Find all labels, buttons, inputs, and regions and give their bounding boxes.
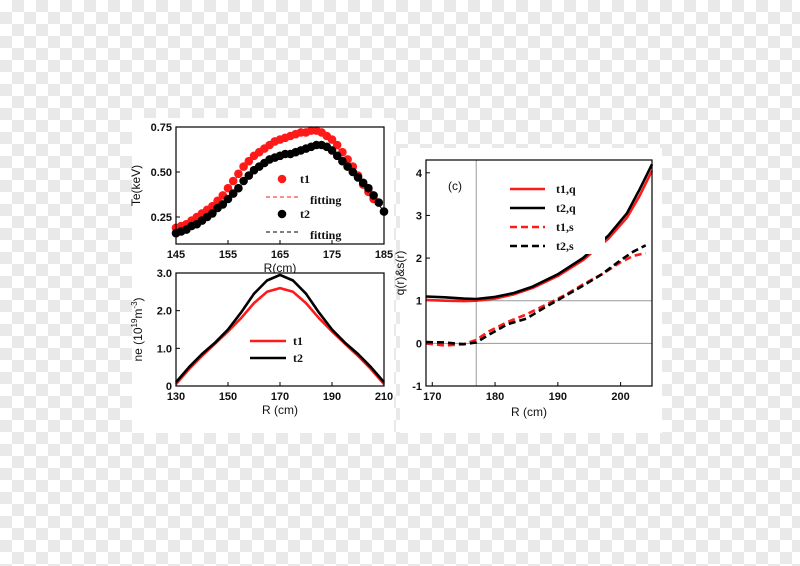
legend-label: t2 [293, 351, 303, 365]
x-tick-label: 165 [271, 249, 289, 261]
y-axis-label: ne (1019m-3) [130, 297, 145, 361]
x-axis-label: R (cm) [511, 405, 547, 419]
x-tick-label: 150 [219, 391, 237, 403]
x-tick-label: 185 [375, 249, 393, 261]
data-point [239, 176, 248, 186]
y-tick-label: 1.0 [157, 343, 172, 355]
axes-frame [175, 126, 385, 245]
x-tick-label: 210 [375, 391, 393, 403]
panel-label: (c) [448, 179, 462, 193]
data-point [208, 209, 217, 218]
x-tick-label: 180 [486, 391, 504, 403]
data-point [234, 183, 243, 193]
data-point [228, 189, 238, 198]
data-point [234, 169, 243, 179]
axes-frame [175, 272, 385, 387]
series-line-t2-s [425, 244, 647, 346]
y-tick-label: 0.25 [151, 212, 172, 224]
legend-label: fitting [310, 193, 341, 207]
y-axis-label: q(r)&s(r) [393, 251, 407, 296]
te-chart: 145 155 165 175 1850.250.500.75t1fittingt2fi… [129, 122, 393, 275]
x-tick-label: 200 [611, 391, 629, 403]
y-tick-label: 0.75 [151, 122, 172, 134]
y-axis-label-part: ne (10 [131, 327, 145, 361]
data-point [332, 140, 342, 150]
data-point [218, 200, 228, 209]
data-point [343, 162, 352, 171]
legend-label: t1 [300, 172, 310, 186]
data-point [244, 156, 254, 166]
series-line-t1-s [425, 251, 646, 347]
legend-label: t2,s [556, 239, 574, 253]
y-tick-label: 2 [416, 253, 422, 265]
y-tick-label: 1 [416, 296, 422, 308]
data-point [348, 167, 358, 177]
y-axis-label-part: m [131, 309, 145, 319]
data-point [358, 178, 368, 188]
y-tick-label: 2.0 [157, 306, 172, 318]
qs-chart: 170 180 190 200 -1 0 1 2 3 4 (c) t1,q t2,q t1,s t2,s R … [393, 159, 654, 419]
legend-label: t1 [293, 334, 303, 348]
data-point [374, 198, 384, 207]
data-point [223, 194, 233, 204]
data-point [228, 176, 238, 186]
data-point [369, 191, 378, 200]
y-tick-label: 3.0 [157, 268, 172, 280]
y-tick-label: 0 [166, 381, 172, 393]
legend-label: fitting [310, 228, 341, 242]
y-tick-label: 0.50 [151, 167, 172, 179]
series-line-t2 [175, 273, 385, 384]
x-tick-label: 130 [167, 391, 185, 403]
x-tick-label: 155 [219, 249, 237, 261]
series-t2 [171, 140, 389, 238]
legend-label: t2 [300, 207, 310, 221]
y-axis-label-superscript: 19 [130, 318, 139, 327]
y-tick-label: -1 [412, 381, 422, 393]
legend-marker [277, 174, 287, 184]
data-point [223, 183, 233, 193]
y-tick-label: 4 [416, 168, 423, 180]
series-line-t2-q [425, 163, 654, 301]
legend-marker [277, 209, 287, 219]
y-axis-label: Te(keV) [129, 165, 143, 206]
x-tick-label: 170 [271, 391, 289, 403]
data-point [353, 173, 363, 182]
data-point [244, 171, 254, 180]
x-tick-label: 190 [549, 391, 567, 403]
data-point [327, 135, 337, 144]
x-tick-label: 190 [323, 391, 341, 403]
y-tick-label: 3 [416, 210, 422, 222]
x-tick-label: 175 [323, 249, 341, 261]
data-point [338, 156, 347, 166]
legend-label: t1,s [556, 220, 574, 234]
y-tick-label: 0 [416, 338, 422, 350]
data-point [364, 183, 373, 193]
y-axis-label-part: ) [131, 297, 145, 301]
data-point [239, 162, 248, 171]
axes-frame [425, 159, 653, 387]
x-tick-label: 170 [423, 391, 441, 403]
x-axis-label: R(cm) [264, 261, 297, 275]
x-axis-label: R (cm) [262, 403, 298, 417]
y-axis-label-superscript: -3 [130, 301, 139, 309]
legend: t1,q t2,q t1,s t2,s [505, 176, 605, 254]
data-point [332, 151, 342, 161]
data-point [327, 146, 337, 155]
legend-label: t1,q [556, 182, 576, 196]
x-tick-label: 145 [167, 249, 185, 261]
legend-label: t2,q [556, 201, 576, 215]
plot-area [176, 127, 384, 244]
